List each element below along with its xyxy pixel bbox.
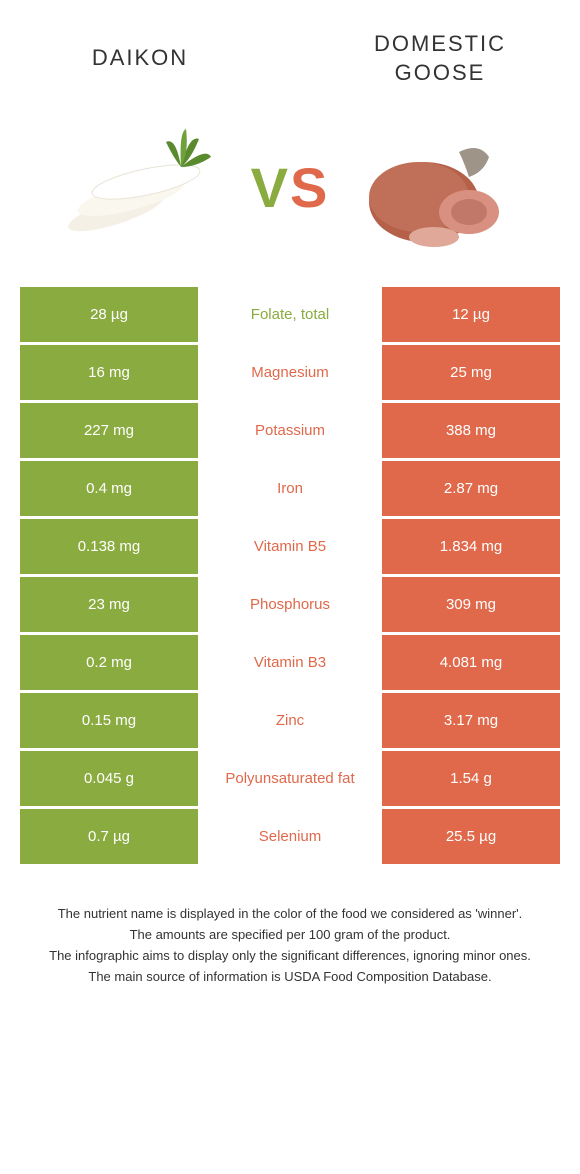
header: DAIKON DOMESTIC GOOSE — [0, 0, 580, 107]
nutrient-label-cell: Potassium — [201, 403, 379, 458]
right-value-cell: 1.54 g — [382, 751, 560, 806]
footer-line: The main source of information is USDA F… — [30, 967, 550, 988]
nutrient-label-cell: Folate, total — [201, 287, 379, 342]
right-value-cell: 1.834 mg — [382, 519, 560, 574]
nutrient-label-cell: Selenium — [201, 809, 379, 864]
left-food-image — [61, 117, 231, 257]
vs-v: V — [251, 156, 290, 219]
right-food-image — [349, 117, 519, 257]
vs-label: VS — [251, 155, 330, 220]
table-row: 0.7 µgSelenium25.5 µg — [20, 809, 560, 864]
table-row: 28 µgFolate, total12 µg — [20, 287, 560, 342]
table-row: 0.045 gPolyunsaturated fat1.54 g — [20, 751, 560, 806]
right-value-cell: 309 mg — [382, 577, 560, 632]
footer-line: The infographic aims to display only the… — [30, 946, 550, 967]
footer-line: The nutrient name is displayed in the co… — [30, 904, 550, 925]
nutrient-label-cell: Phosphorus — [201, 577, 379, 632]
vs-s: S — [290, 156, 329, 219]
table-row: 0.15 mgZinc3.17 mg — [20, 693, 560, 748]
left-food-title: DAIKON — [40, 44, 240, 73]
footer-line: The amounts are specified per 100 gram o… — [30, 925, 550, 946]
left-value-cell: 23 mg — [20, 577, 198, 632]
left-value-cell: 0.2 mg — [20, 635, 198, 690]
goose-icon — [349, 117, 519, 257]
nutrient-label-cell: Vitamin B5 — [201, 519, 379, 574]
left-value-cell: 0.4 mg — [20, 461, 198, 516]
right-value-cell: 25 mg — [382, 345, 560, 400]
right-food-title: DOMESTIC GOOSE — [340, 30, 540, 87]
right-value-cell: 25.5 µg — [382, 809, 560, 864]
left-value-cell: 0.15 mg — [20, 693, 198, 748]
table-row: 23 mgPhosphorus309 mg — [20, 577, 560, 632]
right-value-cell: 2.87 mg — [382, 461, 560, 516]
left-value-cell: 0.045 g — [20, 751, 198, 806]
right-value-cell: 12 µg — [382, 287, 560, 342]
left-value-cell: 28 µg — [20, 287, 198, 342]
nutrient-label-cell: Zinc — [201, 693, 379, 748]
nutrient-label-cell: Iron — [201, 461, 379, 516]
footer-notes: The nutrient name is displayed in the co… — [0, 904, 580, 987]
left-value-cell: 0.7 µg — [20, 809, 198, 864]
nutrient-label-cell: Vitamin B3 — [201, 635, 379, 690]
nutrient-label-cell: Polyunsaturated fat — [201, 751, 379, 806]
left-value-cell: 16 mg — [20, 345, 198, 400]
table-row: 227 mgPotassium388 mg — [20, 403, 560, 458]
table-row: 0.138 mgVitamin B51.834 mg — [20, 519, 560, 574]
right-value-cell: 3.17 mg — [382, 693, 560, 748]
table-row: 0.2 mgVitamin B34.081 mg — [20, 635, 560, 690]
nutrient-table: 28 µgFolate, total12 µg16 mgMagnesium25 … — [20, 287, 560, 864]
vs-row: VS — [0, 107, 580, 287]
table-row: 16 mgMagnesium25 mg — [20, 345, 560, 400]
left-value-cell: 227 mg — [20, 403, 198, 458]
daikon-icon — [61, 117, 231, 257]
left-value-cell: 0.138 mg — [20, 519, 198, 574]
right-value-cell: 388 mg — [382, 403, 560, 458]
table-row: 0.4 mgIron2.87 mg — [20, 461, 560, 516]
nutrient-label-cell: Magnesium — [201, 345, 379, 400]
right-value-cell: 4.081 mg — [382, 635, 560, 690]
